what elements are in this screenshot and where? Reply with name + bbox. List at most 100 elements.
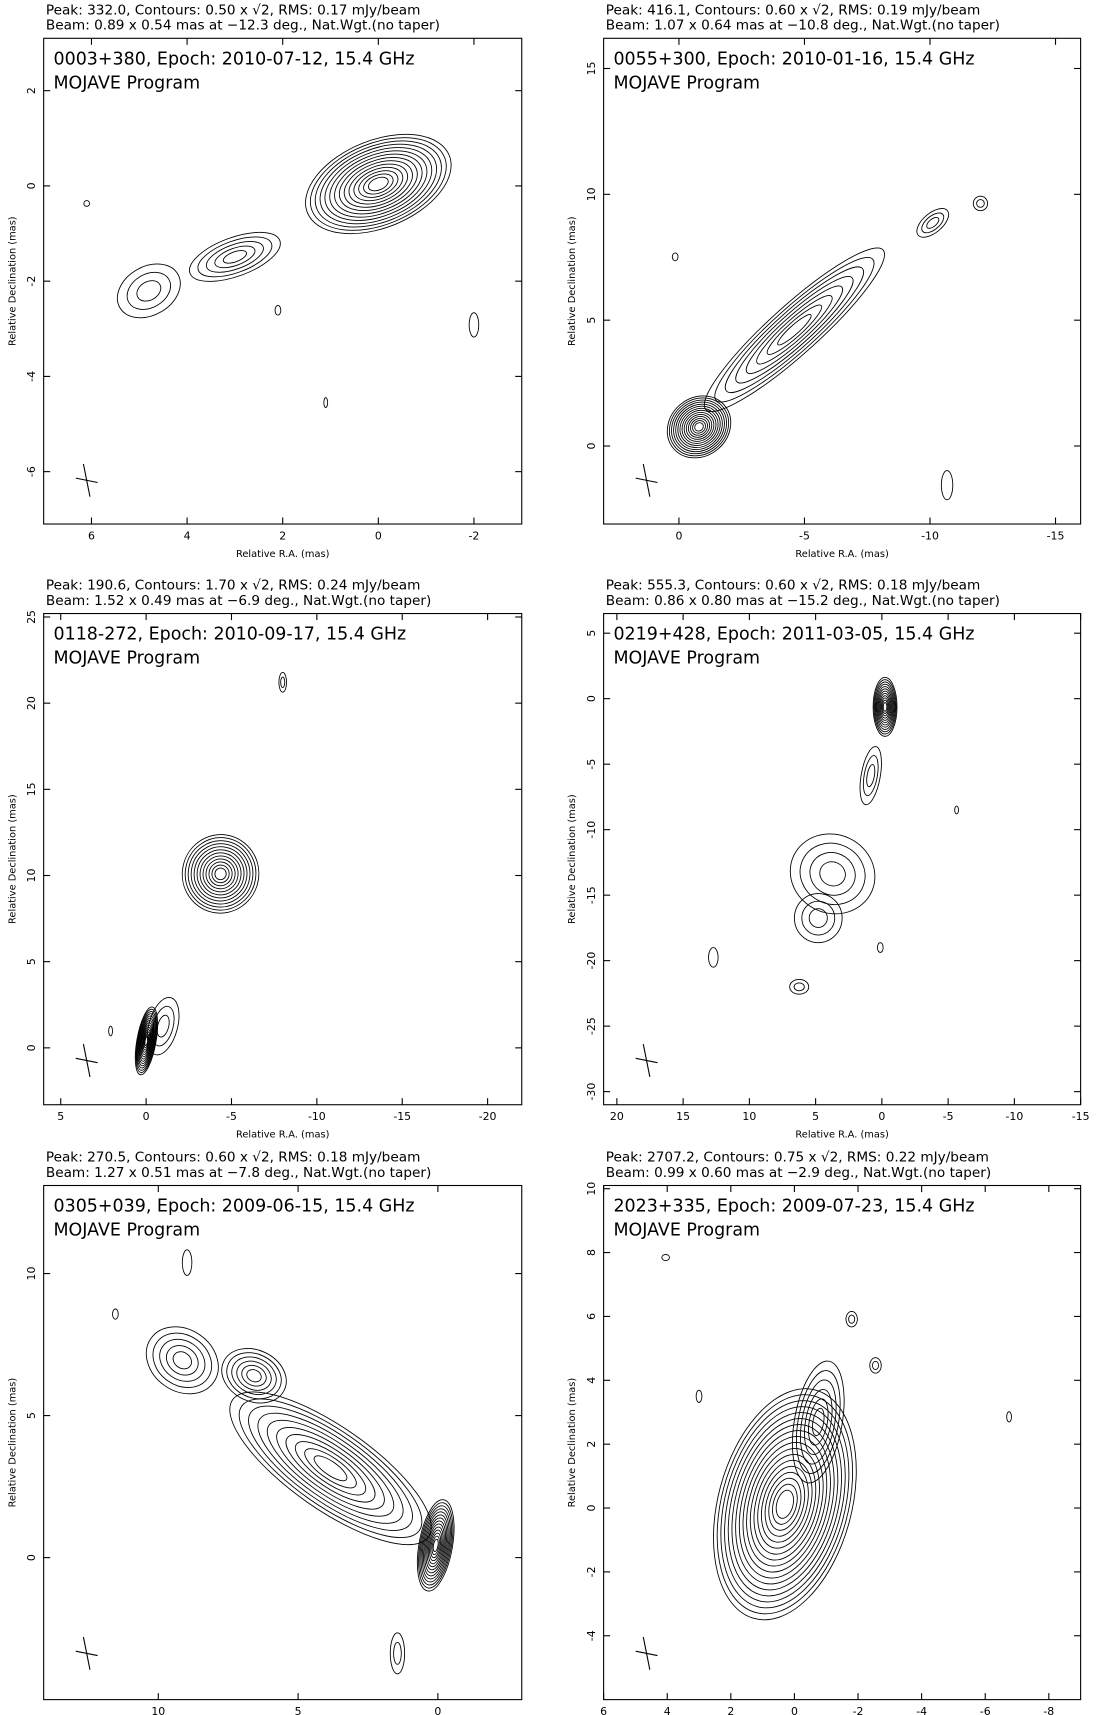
plot-frame — [603, 1184, 1082, 1701]
contour — [671, 252, 679, 262]
x-tick-label: 6 — [88, 529, 95, 542]
y-tick-label: 4 — [585, 1377, 598, 1384]
header-line: Beam: 0.99 x 0.60 mas at −2.9 deg., Nat.… — [606, 1165, 991, 1181]
contour — [713, 1388, 857, 1621]
panel-title: 0118-272, Epoch: 2010-09-17, 15.4 GHz — [53, 625, 406, 645]
y-tick-label: 5 — [25, 1412, 38, 1419]
contour — [205, 241, 264, 273]
contour — [673, 401, 725, 453]
panel-subtitle: MOJAVE Program — [613, 649, 760, 669]
y-tick-label: 0 — [25, 1554, 38, 1561]
x-tick-label: -10 — [308, 1110, 326, 1123]
contour — [703, 247, 885, 412]
y-tick-label: 25 — [25, 610, 38, 624]
contour — [468, 312, 480, 338]
panel-title: 0219+428, Epoch: 2011-03-05, 15.4 GHz — [613, 625, 974, 645]
contour — [353, 166, 404, 202]
contour — [683, 411, 715, 442]
y-tick-label: 0 — [25, 1044, 38, 1051]
contour — [423, 1514, 449, 1577]
contour — [753, 1453, 817, 1555]
contour — [1006, 1411, 1012, 1423]
contour — [749, 1447, 820, 1561]
contour — [881, 699, 889, 714]
y-tick-label: -2 — [25, 276, 38, 287]
x-tick-label: 15 — [676, 1110, 690, 1123]
contour — [685, 413, 713, 440]
contour — [151, 1005, 175, 1047]
x-tick-label: -4 — [916, 1705, 927, 1715]
contour — [142, 1029, 151, 1053]
contour — [389, 1632, 406, 1675]
contour — [768, 1477, 802, 1531]
contour — [358, 170, 399, 198]
contour — [756, 295, 833, 365]
contour — [214, 867, 227, 881]
contour — [804, 1388, 833, 1456]
y-tick-label: 2 — [25, 87, 38, 94]
contour — [812, 1407, 825, 1437]
y-tick-label: -15 — [585, 886, 598, 904]
contour — [859, 746, 882, 806]
contour — [145, 1326, 219, 1395]
y-tick-label: 15 — [25, 782, 38, 796]
beam-marker — [642, 463, 651, 497]
contour — [666, 395, 732, 459]
contour — [159, 1338, 206, 1382]
contour — [211, 864, 230, 884]
contour — [866, 764, 876, 788]
contour — [862, 755, 879, 797]
contour — [419, 1505, 453, 1586]
contour — [241, 1364, 267, 1387]
contour — [793, 982, 805, 992]
contour — [880, 695, 891, 719]
beam-marker — [82, 1636, 91, 1670]
plot-frame — [43, 1184, 523, 1701]
contour — [796, 1370, 841, 1474]
y-axis-label: Relative Declination (mas) — [567, 794, 578, 924]
contour — [208, 861, 233, 887]
contour — [334, 153, 423, 215]
x-tick-label: 0 — [675, 529, 682, 542]
contour — [152, 1332, 213, 1388]
contour — [808, 1398, 829, 1446]
contour — [112, 1308, 119, 1320]
x-tick-label: -2 — [469, 529, 480, 542]
y-tick-label: 15 — [585, 62, 598, 76]
contour — [679, 407, 719, 446]
contour — [329, 150, 428, 218]
contour — [724, 266, 865, 393]
panel-title: 0055+300, Epoch: 2010-01-16, 15.4 GHz — [613, 49, 974, 69]
contour — [197, 236, 273, 278]
y-tick-label: 10 — [585, 1182, 598, 1196]
panel-title: 2023+335, Epoch: 2009-07-23, 15.4 GHz — [613, 1197, 974, 1217]
contour — [735, 276, 854, 384]
contour — [136, 280, 162, 302]
x-tick-label: -20 — [479, 1110, 497, 1123]
contour — [343, 160, 413, 208]
contour — [156, 1014, 170, 1038]
contour — [425, 1520, 446, 1571]
contour — [338, 157, 418, 212]
contour — [775, 1489, 795, 1519]
x-tick-label: -15 — [1072, 1110, 1090, 1123]
contour — [972, 195, 989, 212]
contour — [848, 1314, 856, 1324]
contour — [424, 1517, 448, 1574]
contour — [83, 200, 90, 207]
panel: Peak: 332.0, Contours: 0.50 x √2, RMS: 0… — [7, 2, 523, 560]
contour — [143, 1031, 150, 1051]
header-line: Peak: 270.5, Contours: 0.60 x √2, RMS: 0… — [46, 1149, 421, 1165]
contour — [304, 1448, 357, 1489]
y-tick-label: -6 — [25, 466, 38, 477]
contour — [690, 418, 708, 436]
y-tick-label: -2 — [585, 1566, 598, 1577]
contour — [313, 1455, 348, 1482]
contour — [431, 1535, 440, 1556]
contour — [872, 1360, 880, 1371]
panel: Peak: 416.1, Contours: 0.60 x √2, RMS: 0… — [567, 2, 1082, 560]
contour — [429, 1529, 443, 1562]
contour — [801, 900, 836, 936]
beam-marker — [82, 1044, 91, 1078]
y-axis-label: Relative Declination (mas) — [7, 1378, 18, 1508]
